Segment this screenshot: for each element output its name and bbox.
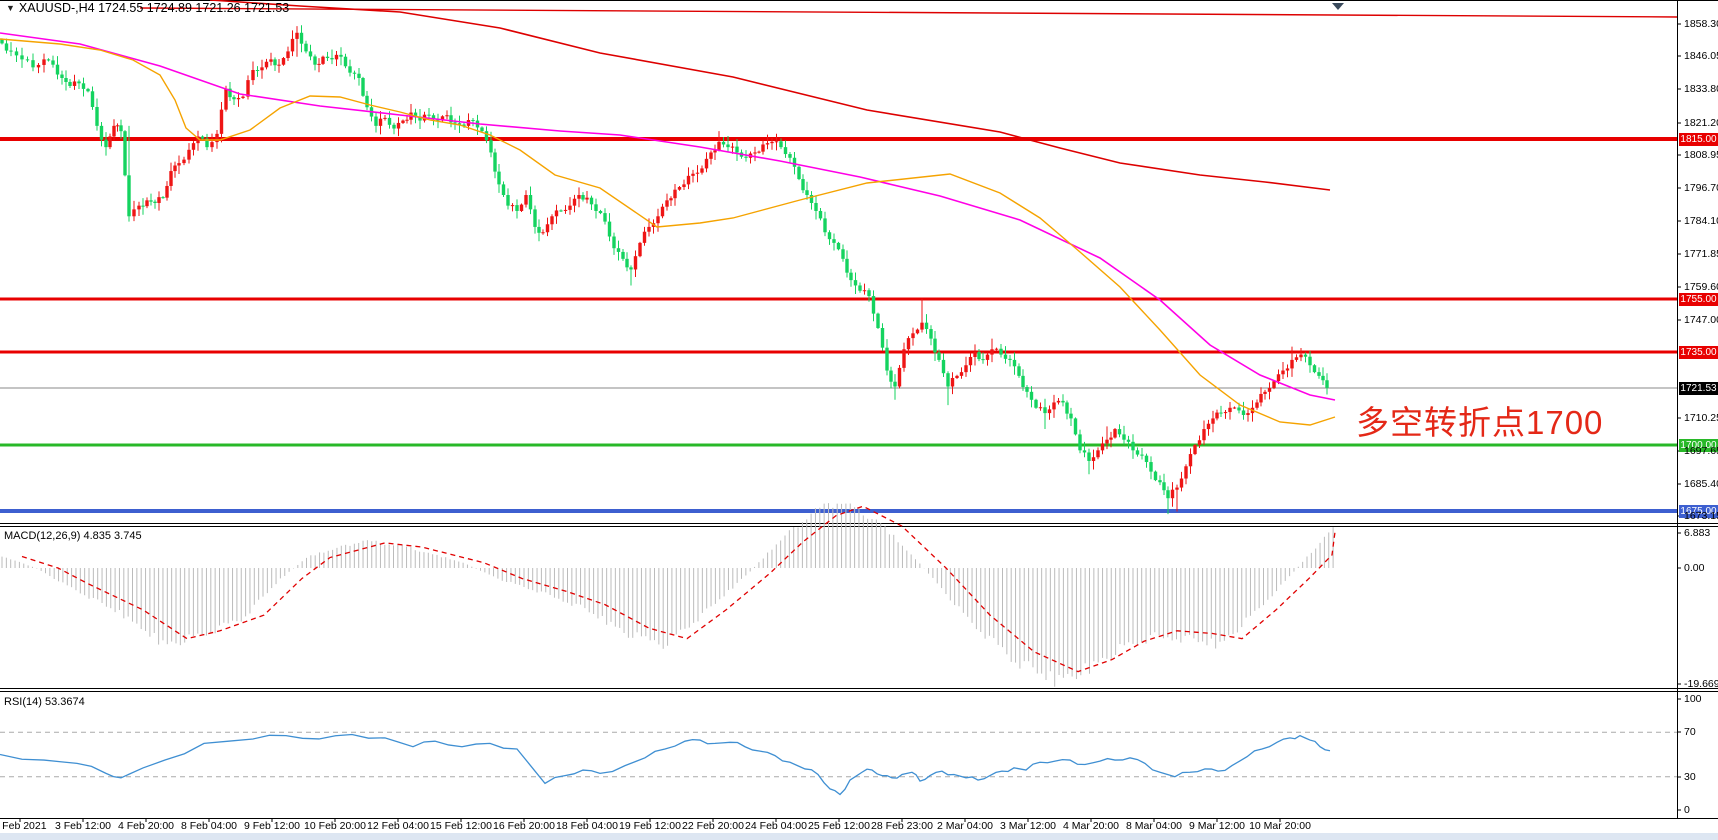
price-badge-1815.00: 1815.00	[1679, 132, 1718, 146]
price-axis-tick: 1685.40	[1684, 478, 1718, 490]
price-badge-1700.00: 1700.00	[1679, 438, 1718, 452]
price-axis-tick: 1697.65	[1684, 445, 1718, 457]
macd-axis-tick: 0.00	[1684, 562, 1705, 574]
date-axis-label: 15 Feb 12:00	[430, 820, 492, 832]
date-axis-label: 9 Mar 12:00	[1188, 820, 1246, 832]
rsi-axis-tick: 100	[1684, 693, 1702, 705]
collapse-triangle-icon[interactable]: ▼	[6, 3, 15, 13]
date-axis-label: 28 Feb 23:00	[871, 820, 933, 832]
date-axis-label: 19 Feb 12:00	[619, 820, 681, 832]
price-axis-tick: 1759.60	[1684, 281, 1718, 293]
price-axis-tick: 1796.70	[1684, 182, 1718, 194]
rsi-axis-tick: 0	[1684, 804, 1690, 816]
macd-axis-tick: 6.883	[1684, 527, 1711, 539]
rsi-indicator-label: RSI(14) 53.3674	[4, 696, 85, 708]
price-axis-tick: 1808.95	[1684, 149, 1718, 161]
date-axis-label: 8 Mar 04:00	[1125, 820, 1183, 832]
ma-magenta-line[interactable]	[0, 32, 1336, 401]
date-axis-label: 2 Feb 2021	[0, 820, 47, 832]
macd-axis-tick: -19.669	[1684, 678, 1718, 690]
date-axis-label: 25 Feb 12:00	[808, 820, 870, 832]
macd-histogram	[1, 503, 1334, 687]
rsi-axis-tick: 30	[1684, 771, 1696, 783]
price-badge-1675.00: 1675.00	[1679, 504, 1718, 518]
price-axis-tick: 1771.85	[1684, 248, 1718, 260]
date-axis-label: 24 Feb 04:00	[745, 820, 807, 832]
date-axis-label: 3 Mar 12:00	[999, 820, 1057, 832]
ma-red-line[interactable]	[209, 0, 1331, 191]
trendline[interactable]	[139, 7, 1678, 18]
chart-title: ▼ XAUUSD-,H4 1724.55 1724.89 1721.26 1721…	[6, 1, 289, 15]
price-axis-tick: 1858.30	[1684, 18, 1718, 30]
candles-group[interactable]	[0, 25, 1329, 515]
price-axis-tick: 1710.25	[1684, 412, 1718, 424]
date-axis-label: 8 Feb 04:00	[180, 820, 238, 832]
rsi-line	[0, 733, 1331, 796]
date-axis-label: 10 Feb 20:00	[304, 820, 366, 832]
price-axis-tick: 1846.05	[1684, 50, 1718, 62]
date-axis-label: 3 Feb 12:00	[54, 820, 112, 832]
date-axis-label: 2 Mar 04:00	[936, 820, 994, 832]
scroll-to-end-marker[interactable]	[1332, 3, 1344, 10]
price-axis-tick: 1833.80	[1684, 83, 1718, 95]
rsi-axis-tick: 70	[1684, 726, 1696, 738]
price-axis-tick: 1784.10	[1684, 215, 1718, 227]
date-axis-label: 16 Feb 20:00	[493, 820, 555, 832]
text-annotation[interactable]: 多空转折点1700	[1356, 404, 1604, 441]
macd-indicator-label: MACD(12,26,9) 4.835 3.745	[4, 530, 142, 542]
price-axis-tick: 1747.00	[1684, 314, 1718, 326]
date-axis-label: 12 Feb 04:00	[367, 820, 429, 832]
price-axis-tick: 1673.15	[1684, 510, 1718, 522]
date-axis-label: 22 Feb 20:00	[682, 820, 744, 832]
price-badge-1721.53: 1721.53	[1679, 381, 1718, 395]
date-axis-label: 9 Feb 12:00	[243, 820, 301, 832]
date-axis-label: 10 Mar 20:00	[1249, 820, 1311, 832]
price-badge-1755.00: 1755.00	[1679, 292, 1718, 306]
price-axis-tick: 1821.20	[1684, 117, 1718, 129]
date-axis-label: 18 Feb 04:00	[556, 820, 618, 832]
horizontal-level-lines[interactable]	[0, 137, 1677, 513]
price-badge-1735.00: 1735.00	[1679, 345, 1718, 359]
status-strip	[0, 833, 1718, 840]
ma-orange-line[interactable]	[0, 38, 1336, 426]
chart-title-text: XAUUSD-,H4 1724.55 1724.89 1721.26 1721.…	[18, 1, 290, 15]
date-axis-label: 4 Mar 20:00	[1062, 820, 1120, 832]
date-axis-label: 4 Feb 20:00	[117, 820, 175, 832]
